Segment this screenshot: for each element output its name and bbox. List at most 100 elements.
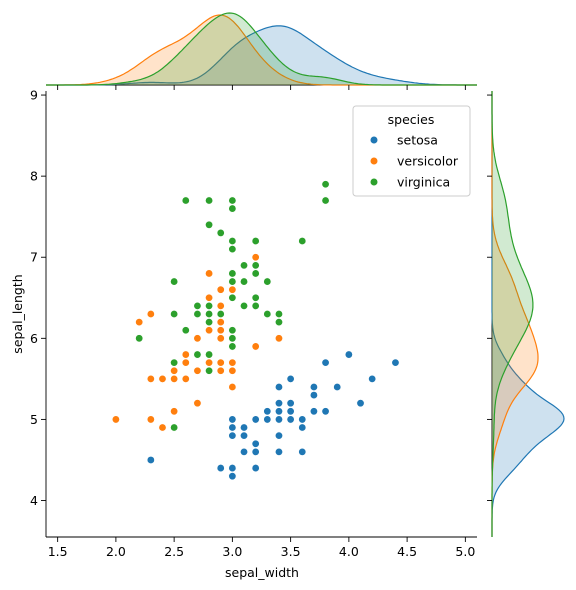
point-virginica xyxy=(205,350,214,359)
point-virginica xyxy=(216,228,225,237)
point-setosa xyxy=(274,431,283,440)
point-virginica xyxy=(251,237,260,246)
point-setosa xyxy=(321,407,330,416)
point-virginica xyxy=(240,301,249,310)
y-ticks: 4 5 6 7 8 9 xyxy=(30,88,492,508)
point-virginica xyxy=(263,277,272,286)
point-versicolor xyxy=(193,366,202,375)
point-setosa xyxy=(298,447,307,456)
main-axes: 1.5 2.0 2.5 3.0 3.5 4.0 4.5 5.0 4 5 6 7 8 9 sepal_wi… xyxy=(10,85,492,580)
legend: species setosa versicolor virginica xyxy=(352,105,471,197)
point-virginica xyxy=(251,269,260,278)
point-versicolor xyxy=(205,269,214,278)
point-virginica xyxy=(193,350,202,359)
right-marginal-kde xyxy=(491,91,565,537)
point-virginica xyxy=(170,358,179,367)
point-versicolor xyxy=(170,407,179,416)
point-virginica xyxy=(181,326,190,335)
point-setosa xyxy=(251,415,260,424)
legend-marker-virginica xyxy=(369,177,379,187)
point-setosa xyxy=(240,447,249,456)
point-versicolor xyxy=(158,374,167,383)
point-setosa xyxy=(286,374,295,383)
legend-items: setosa versicolor virginica xyxy=(369,133,459,190)
point-setosa xyxy=(298,415,307,424)
point-setosa xyxy=(321,358,330,367)
point-versicolor xyxy=(228,382,237,391)
top-kde-fill-virginica xyxy=(46,13,477,85)
point-setosa xyxy=(228,472,237,481)
point-versicolor xyxy=(193,399,202,408)
point-setosa xyxy=(298,423,307,432)
point-versicolor xyxy=(205,293,214,302)
point-virginica xyxy=(170,277,179,286)
point-setosa xyxy=(274,382,283,391)
point-setosa xyxy=(263,415,272,424)
top-kde-line-virginica xyxy=(46,12,477,86)
point-versicolor xyxy=(146,374,155,383)
point-setosa xyxy=(286,415,295,424)
point-virginica xyxy=(298,237,307,246)
point-versicolor xyxy=(251,342,260,351)
top-marginal-kde xyxy=(46,12,477,86)
point-setosa xyxy=(251,447,260,456)
point-setosa xyxy=(309,391,318,400)
point-setosa xyxy=(356,399,365,408)
point-virginica xyxy=(228,334,237,343)
point-setosa xyxy=(263,407,272,416)
top-kde-line-setosa xyxy=(46,25,477,86)
point-virginica xyxy=(263,309,272,318)
point-versicolor xyxy=(216,326,225,335)
point-virginica xyxy=(193,309,202,318)
point-setosa xyxy=(228,431,237,440)
point-virginica xyxy=(240,277,249,286)
point-versicolor xyxy=(170,366,179,375)
legend-label-setosa: setosa xyxy=(397,133,438,148)
point-virginica xyxy=(228,277,237,286)
x-tick-label: 2.5 xyxy=(164,544,184,559)
legend-marker-versicolor xyxy=(369,156,379,166)
point-setosa xyxy=(240,423,249,432)
point-virginica xyxy=(193,301,202,310)
point-versicolor xyxy=(274,334,283,343)
y-tick-label: 8 xyxy=(30,169,38,184)
point-versicolor xyxy=(193,334,202,343)
point-virginica xyxy=(216,309,225,318)
point-virginica xyxy=(205,220,214,229)
point-virginica xyxy=(228,326,237,335)
point-setosa xyxy=(228,464,237,473)
point-versicolor xyxy=(158,423,167,432)
x-tick-label: 1.5 xyxy=(48,544,68,559)
point-virginica xyxy=(274,309,283,318)
point-virginica xyxy=(251,293,260,302)
point-setosa xyxy=(309,407,318,416)
point-versicolor xyxy=(135,318,144,327)
point-setosa xyxy=(216,464,225,473)
x-tick-label: 5.0 xyxy=(455,544,475,559)
point-setosa xyxy=(228,415,237,424)
y-tick-label: 9 xyxy=(30,88,38,103)
y-axis-label: sepal_length xyxy=(10,274,25,353)
legend-title: species xyxy=(388,112,435,127)
point-versicolor xyxy=(216,334,225,343)
point-setosa xyxy=(368,374,377,383)
point-virginica xyxy=(228,245,237,254)
x-tick-label: 4.0 xyxy=(339,544,359,559)
point-virginica xyxy=(205,309,214,318)
x-tick-label: 2.0 xyxy=(106,544,126,559)
point-setosa xyxy=(274,415,283,424)
point-virginica xyxy=(228,342,237,351)
point-versicolor xyxy=(181,350,190,359)
point-virginica xyxy=(181,196,190,205)
point-virginica xyxy=(228,237,237,246)
right-kde-fill-virginica xyxy=(492,91,533,537)
point-virginica xyxy=(251,301,260,310)
point-virginica xyxy=(228,269,237,278)
point-versicolor xyxy=(216,358,225,367)
point-setosa xyxy=(286,399,295,408)
point-virginica xyxy=(228,196,237,205)
point-versicolor xyxy=(228,358,237,367)
x-tick-label: 3.0 xyxy=(222,544,242,559)
scatter-points xyxy=(111,180,400,481)
